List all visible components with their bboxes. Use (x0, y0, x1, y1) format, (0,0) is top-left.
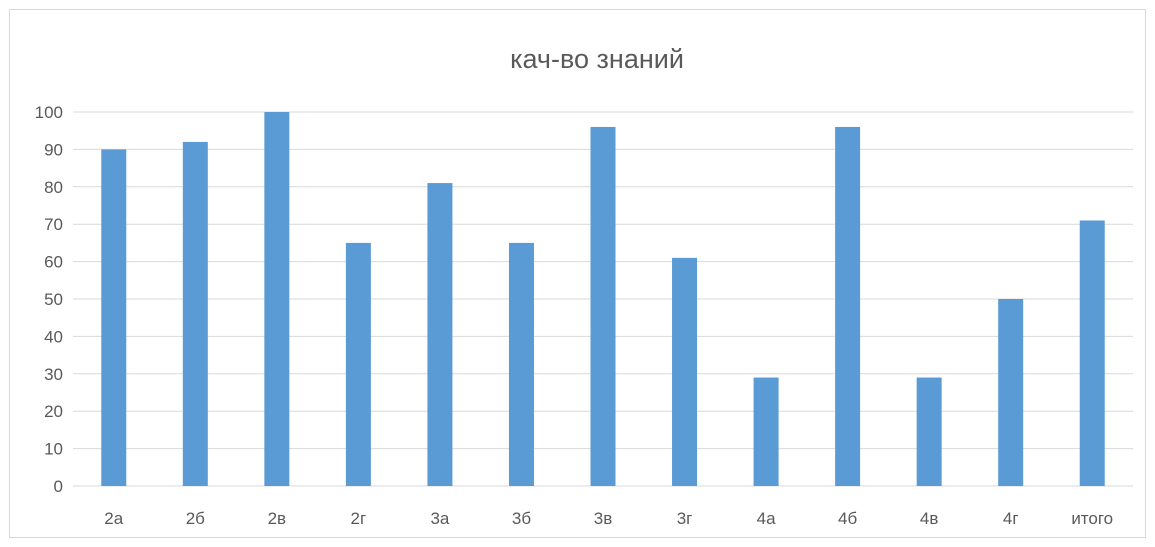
y-tick-label: 10 (44, 440, 63, 459)
bars (101, 112, 1105, 487)
chart-title: кач-во знаний (510, 44, 684, 74)
x-tick-label: 4а (757, 509, 776, 528)
bar-3б (508, 242, 534, 486)
y-tick-label: 60 (44, 253, 63, 272)
x-tick-label: 3а (430, 509, 449, 528)
y-tick-label: 0 (54, 477, 63, 496)
bar-3в (590, 126, 616, 487)
bar-2б (182, 141, 208, 487)
bar-4б (835, 126, 861, 487)
x-tick-label: 4б (838, 509, 857, 528)
x-tick-label: 4г (1003, 509, 1019, 528)
x-tick-label: 2в (268, 509, 287, 528)
x-tick-label: 3г (677, 509, 693, 528)
x-tick-label: 3б (512, 509, 531, 528)
y-axis-tick-labels: 0 10 20 30 40 50 60 70 80 90 100 (35, 103, 63, 496)
bar-итого (1079, 220, 1105, 486)
bar-2г (345, 242, 371, 486)
x-tick-label: 2а (104, 509, 123, 528)
x-tick-label: 3в (594, 509, 613, 528)
y-tick-label: 30 (44, 365, 63, 384)
y-tick-label: 20 (44, 402, 63, 421)
y-tick-label: 90 (44, 140, 63, 159)
y-tick-label: 50 (44, 290, 63, 309)
y-tick-label: 70 (44, 215, 63, 234)
x-axis-tick-labels: 2а 2б 2в 2г 3а 3б 3в 3г 4а 4б 4в 4г итого (104, 509, 1113, 528)
bar-3г (672, 257, 698, 486)
bar-4в (916, 377, 942, 486)
y-tick-label: 40 (44, 327, 63, 346)
bar-3а (427, 183, 453, 486)
bar-2а (101, 149, 127, 486)
x-tick-label: 2б (186, 509, 205, 528)
y-tick-label: 80 (44, 178, 63, 197)
bar-4г (998, 299, 1024, 486)
bar-4а (753, 377, 779, 486)
x-tick-label: 2г (351, 509, 367, 528)
x-tick-label: итого (1071, 509, 1113, 528)
bar-2в (264, 112, 290, 486)
y-tick-label: 100 (35, 103, 63, 122)
x-tick-label: 4в (920, 509, 939, 528)
